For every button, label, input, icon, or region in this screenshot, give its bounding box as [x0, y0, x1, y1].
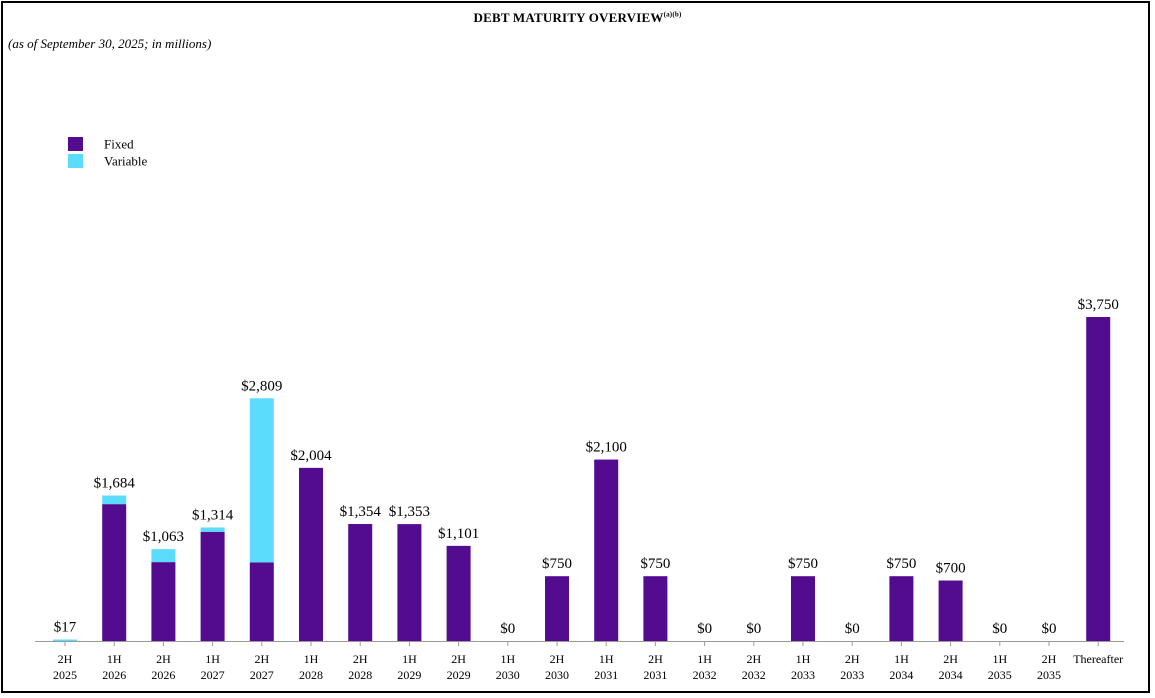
bar-fixed-3 — [200, 531, 225, 641]
x-tick-label-14: 2H — [746, 652, 761, 666]
x-tick-year-2: 2026 — [151, 668, 175, 682]
value-label-6: $1,354 — [340, 504, 382, 520]
value-label-1: $1,684 — [94, 476, 136, 492]
chart-title-text: DEBT MATURITY OVERVIEW — [473, 10, 664, 25]
bar-variable-3 — [200, 527, 225, 532]
value-label-10: $750 — [542, 556, 572, 572]
x-tick-year-4: 2027 — [250, 668, 274, 682]
bar-fixed-4 — [249, 562, 274, 641]
bars-group — [53, 317, 1111, 641]
x-tick-label-7: 1H — [402, 652, 417, 666]
x-tick-label-12: 2H — [648, 652, 663, 666]
value-label-16: $0 — [845, 621, 860, 637]
x-tick-label-2: 2H — [156, 652, 171, 666]
x-axis: 2H 2025 1H 2026 2H 2026 1H 2027 2H 2027 1H 2028 2H 20… — [35, 641, 1124, 682]
value-label-19: $0 — [992, 621, 1007, 637]
value-labels-group: $17 $1,684 $1,063 $1,314 $2,809 $2,004 $1,354 $… — [54, 297, 1119, 637]
x-tick-year-1: 2026 — [102, 668, 126, 682]
x-tick-label-10: 2H — [550, 652, 565, 666]
bar-fixed-12 — [643, 576, 668, 641]
bar-fixed-21 — [1086, 317, 1111, 641]
x-tick-year-3: 2027 — [201, 668, 225, 682]
x-tick-year-9: 2030 — [496, 668, 520, 682]
x-tick-label-11: 1H — [599, 652, 614, 666]
bar-variable-2 — [151, 549, 176, 563]
x-tick-label-6: 2H — [353, 652, 368, 666]
value-label-3: $1,314 — [192, 507, 234, 523]
x-tick-label-19: 1H — [992, 652, 1007, 666]
value-label-8: $1,101 — [438, 526, 479, 542]
value-label-21: $3,750 — [1078, 297, 1119, 313]
bar-variable-4 — [249, 398, 274, 563]
x-tick-year-7: 2029 — [397, 668, 421, 682]
x-tick-year-6: 2028 — [348, 668, 372, 682]
bar-fixed-15 — [791, 576, 815, 641]
bar-variable-0 — [53, 639, 77, 641]
x-tick-label-17: 1H — [894, 652, 909, 666]
value-label-11: $2,100 — [586, 440, 627, 456]
legend-label-fixed: Fixed — [104, 137, 134, 152]
x-tick-label-3: 1H — [205, 652, 220, 666]
x-tick-year-0: 2025 — [53, 668, 77, 682]
chart-title: DEBT MATURITY OVERVIEW(a)(b) — [0, 10, 1155, 26]
value-label-0: $17 — [54, 620, 77, 636]
title-footnote-marker: (a)(b) — [663, 10, 682, 19]
legend-swatch-fixed — [68, 137, 83, 151]
value-label-5: $2,004 — [290, 448, 332, 464]
value-label-20: $0 — [1042, 621, 1057, 637]
bar-fixed-11 — [594, 459, 619, 641]
x-tick-label-5: 1H — [304, 652, 319, 666]
legend: Fixed Variable — [68, 137, 148, 169]
x-tick-year-14: 2032 — [742, 668, 766, 682]
bar-fixed-8 — [446, 545, 471, 641]
chart-subtitle: (as of September 30, 2025; in millions) — [8, 36, 212, 51]
x-tick-year-13: 2032 — [693, 668, 717, 682]
bar-fixed-6 — [348, 524, 373, 641]
bar-fixed-2 — [151, 562, 176, 641]
value-label-14: $0 — [746, 621, 761, 637]
x-tick-year-10: 2030 — [545, 668, 569, 682]
x-tick-label-20: 2H — [1042, 652, 1057, 666]
x-tick-year-19: 2035 — [988, 668, 1012, 682]
x-tick-year-12: 2031 — [643, 668, 667, 682]
x-tick-year-20: 2035 — [1037, 668, 1061, 682]
value-label-2: $1,063 — [143, 529, 184, 545]
x-tick-label-4: 2H — [254, 652, 269, 666]
bar-fixed-17 — [889, 576, 914, 641]
bar-fixed-7 — [397, 524, 422, 641]
x-tick-label-18: 2H — [943, 652, 958, 666]
x-tick-label-16: 2H — [845, 652, 860, 666]
value-label-15: $750 — [788, 556, 818, 572]
x-tick-label-13: 1H — [697, 652, 712, 666]
bar-fixed-1 — [102, 504, 127, 641]
value-label-18: $700 — [936, 561, 966, 577]
bar-fixed-5 — [299, 467, 323, 641]
bar-fixed-10 — [545, 576, 569, 641]
x-tick-label-9: 1H — [500, 652, 515, 666]
value-label-17: $750 — [886, 556, 916, 572]
legend-label-variable: Variable — [104, 154, 148, 169]
value-label-12: $750 — [640, 556, 670, 572]
x-tick-year-15: 2033 — [791, 668, 815, 682]
value-label-7: $1,353 — [389, 504, 430, 520]
x-tick-label-15: 1H — [796, 652, 811, 666]
x-tick-label-21: Thereafter — [1073, 652, 1123, 666]
x-tick-year-18: 2034 — [939, 668, 963, 682]
x-tick-label-1: 1H — [107, 652, 122, 666]
x-tick-year-17: 2034 — [889, 668, 913, 682]
x-tick-year-8: 2029 — [447, 668, 471, 682]
bar-fixed-18 — [938, 580, 963, 641]
x-tick-year-5: 2028 — [299, 668, 323, 682]
x-tick-year-16: 2033 — [840, 668, 864, 682]
x-tick-year-11: 2031 — [594, 668, 618, 682]
x-tick-label-8: 2H — [451, 652, 466, 666]
value-label-9: $0 — [500, 621, 515, 637]
legend-swatch-variable — [68, 154, 83, 168]
value-label-4: $2,809 — [241, 378, 282, 394]
x-tick-label-0: 2H — [58, 652, 73, 666]
bar-variable-1 — [102, 495, 127, 505]
value-label-13: $0 — [697, 621, 712, 637]
